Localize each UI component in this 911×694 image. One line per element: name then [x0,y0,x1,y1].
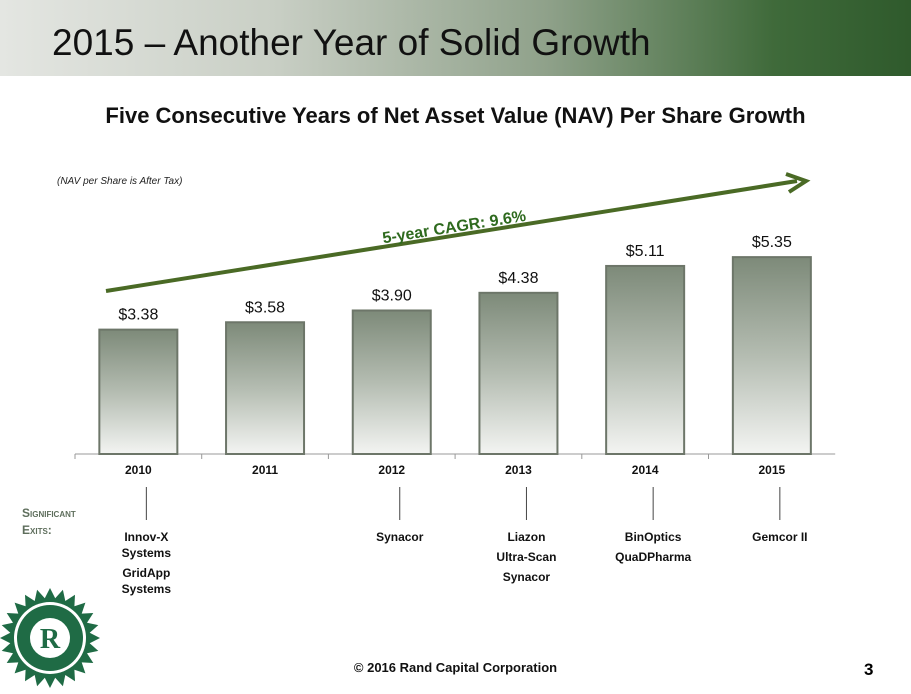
exit-company: Ultra-Scan [496,550,557,564]
exit-company: Liazon [507,530,546,544]
exits-2013: Liazon Ultra-Scan Synacor [466,529,586,589]
data-label: $5.11 [626,243,665,260]
arrow-head-icon [785,172,811,194]
data-label: $3.38 [118,307,158,324]
header-band [0,0,911,76]
data-label: $3.90 [372,287,412,304]
exits-label-line2: Exits: [22,523,52,537]
x-tick-label: 2011 [252,463,278,477]
bar-2010 [98,328,179,455]
exit-company: QuaDPharma [615,550,692,564]
bar-2012 [351,309,432,456]
exit-company: BinOptics [624,530,682,544]
exits-2015: Gemcor II [720,529,840,549]
logo-monogram: R [40,624,61,655]
x-tick-label: 2014 [632,463,659,477]
data-label: $3.58 [245,299,285,316]
exits-label-line1: Significant [22,506,76,520]
data-label: $5.35 [752,234,792,251]
chart-subtitle: Five Consecutive Years of Net Asset Valu… [105,103,806,128]
significant-exits-label: Significant Exits: [22,505,76,539]
x-tick-label: 2015 [758,463,785,477]
x-tick-label: 2012 [378,463,405,477]
exit-company: Innov-X Systems [121,530,172,560]
bar-2015 [731,256,812,455]
bar-2014 [605,264,686,455]
exit-company: Synacor [376,530,424,544]
exits-2010: Innov-X Systems GridApp Systems [86,529,206,601]
data-label: $4.38 [498,270,538,287]
exit-company: GridApp Systems [121,566,172,596]
copyright: © 2016 Rand Capital Corporation [353,660,558,675]
rand-capital-logo: R [0,588,100,688]
cagr-annotation: 5-year CAGR: 9.6% [381,208,527,247]
bar-2011 [225,321,306,456]
slide-title: 2015 – Another Year of Solid Growth [52,22,651,63]
exits-2014: BinOptics QuaDPharma [593,529,713,569]
chart-note: (NAV per Share is After Tax) [57,176,183,187]
exits-2012: Synacor [340,529,460,549]
x-tick-label: 2013 [505,463,532,477]
growth-arrow [105,179,798,293]
exit-company: Gemcor II [752,530,808,544]
bar-2013 [478,291,559,456]
x-tick-label: 2010 [125,463,152,477]
exit-company: Synacor [502,570,551,584]
page-number: 3 [864,660,874,679]
